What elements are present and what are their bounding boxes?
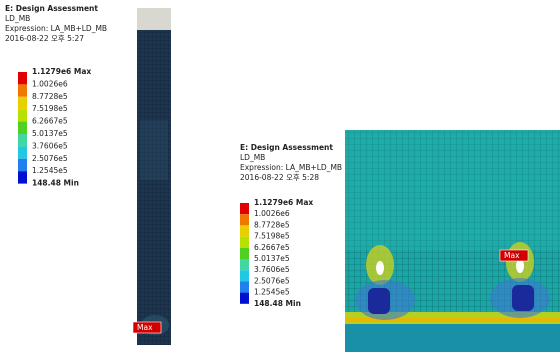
legend-swatch (240, 259, 249, 270)
legend-swatch (18, 109, 27, 121)
legend-label: 2.5076e5 (254, 276, 290, 285)
legend-label: 1.1279e6 Max (254, 198, 313, 207)
result-title: E: Design Assessment (5, 4, 98, 13)
legend-label: 7.5198e5 (254, 232, 290, 241)
date: 2016-08-22 오후 5:27 (5, 34, 84, 43)
legend-label: 2.5076e5 (32, 154, 68, 163)
legend-label: 1.0026e6 (254, 209, 290, 218)
legend-label: 6.2667e5 (32, 117, 68, 126)
legend-label: 1.2545e5 (32, 166, 68, 175)
legend-label: 8.7728e5 (254, 220, 290, 229)
legend-label: 7.5198e5 (32, 104, 68, 113)
legend-swatch (18, 134, 27, 146)
legend-swatch (18, 84, 27, 96)
legend-label: 1.1279e6 Max (32, 67, 91, 76)
column-model (137, 8, 171, 345)
legend-label: 6.2667e5 (254, 243, 290, 252)
legend-swatch (18, 72, 27, 84)
legend-label: 1.2545e5 (254, 288, 290, 297)
legend-swatch (240, 214, 249, 225)
expression: Expression: LA_MB+LD_MB (240, 163, 342, 172)
legend-swatch (240, 281, 249, 292)
legend-label: 5.0137e5 (254, 254, 290, 263)
legend-swatch (18, 171, 27, 183)
legend-label: 148.48 Min (32, 179, 79, 188)
legend-swatch (240, 237, 249, 248)
legend-label: 1.0026e6 (32, 79, 68, 88)
legend-label: 148.48 Min (254, 299, 301, 308)
date: 2016-08-22 오후 5:28 (240, 173, 319, 182)
legend-swatch (18, 146, 27, 158)
result-name: LD_MB (5, 14, 30, 23)
legend-swatch (240, 203, 249, 214)
legend-swatch (240, 270, 249, 281)
legend-label: 3.7606e5 (254, 265, 290, 274)
screenshot: E: Design AssessmentLD_MBExpression: LA_… (0, 0, 560, 352)
legend-swatch (18, 159, 27, 171)
legend-swatch (18, 97, 27, 109)
result-name: LD_MB (240, 153, 265, 162)
legend-swatch (240, 293, 249, 304)
expression: Expression: LA_MB+LD_MB (5, 24, 107, 33)
legend-label: 3.7606e5 (32, 141, 68, 150)
result-title: E: Design Assessment (240, 143, 333, 152)
legend-swatch (18, 122, 27, 134)
legend-label: 8.7728e5 (32, 92, 68, 101)
probe-label: Max (504, 251, 520, 260)
legend-swatch (240, 248, 249, 259)
legend-swatch (240, 225, 249, 236)
probe-label: Max (137, 323, 153, 332)
detail-model (345, 130, 560, 352)
legend-label: 5.0137e5 (32, 129, 68, 138)
